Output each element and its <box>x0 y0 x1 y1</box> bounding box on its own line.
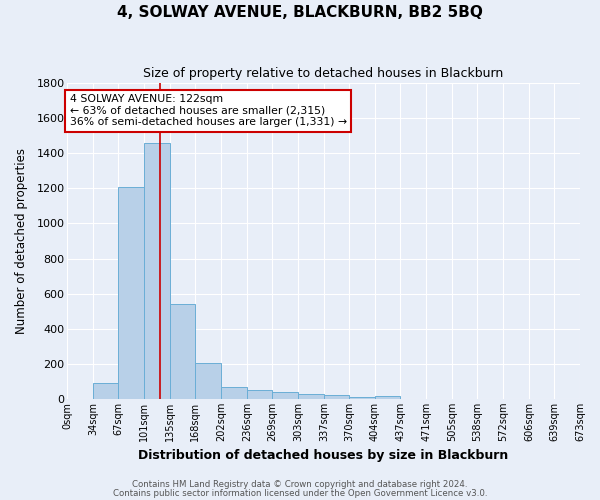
Bar <box>349 397 375 399</box>
Title: Size of property relative to detached houses in Blackburn: Size of property relative to detached ho… <box>143 68 504 80</box>
X-axis label: Distribution of detached houses by size in Blackburn: Distribution of detached houses by size … <box>139 450 509 462</box>
Bar <box>93 383 118 399</box>
Text: 4, SOLWAY AVENUE, BLACKBURN, BB2 5BQ: 4, SOLWAY AVENUE, BLACKBURN, BB2 5BQ <box>117 5 483 20</box>
Bar <box>170 304 195 399</box>
Y-axis label: Number of detached properties: Number of detached properties <box>15 148 28 334</box>
Bar <box>272 392 298 399</box>
Bar <box>375 396 400 399</box>
Bar <box>144 142 170 399</box>
Bar <box>118 186 144 399</box>
Bar <box>298 394 324 399</box>
Text: 4 SOLWAY AVENUE: 122sqm
← 63% of detached houses are smaller (2,315)
36% of semi: 4 SOLWAY AVENUE: 122sqm ← 63% of detache… <box>70 94 347 128</box>
Text: Contains public sector information licensed under the Open Government Licence v3: Contains public sector information licen… <box>113 488 487 498</box>
Bar <box>195 363 221 399</box>
Bar <box>221 388 247 399</box>
Text: Contains HM Land Registry data © Crown copyright and database right 2024.: Contains HM Land Registry data © Crown c… <box>132 480 468 489</box>
Bar <box>247 390 272 399</box>
Bar <box>324 394 349 399</box>
